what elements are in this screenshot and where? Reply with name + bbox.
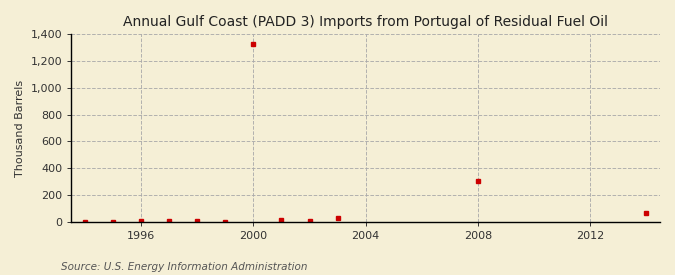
- Y-axis label: Thousand Barrels: Thousand Barrels: [15, 79, 25, 177]
- Title: Annual Gulf Coast (PADD 3) Imports from Portugal of Residual Fuel Oil: Annual Gulf Coast (PADD 3) Imports from …: [123, 15, 608, 29]
- Text: Source: U.S. Energy Information Administration: Source: U.S. Energy Information Administ…: [61, 262, 307, 272]
